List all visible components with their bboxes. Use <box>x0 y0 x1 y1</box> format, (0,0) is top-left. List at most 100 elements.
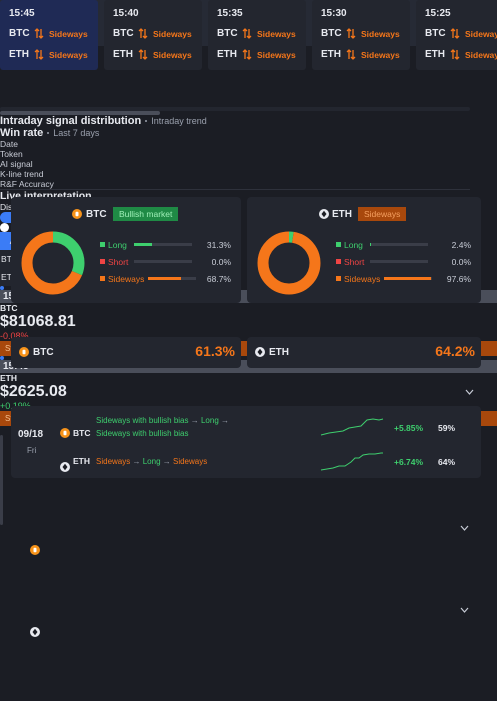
distribution-panel: BTC Bullish market Long 31.3% Short 0.0% Sidew… <box>11 197 241 303</box>
signal-card[interactable]: 15:40 BTC Sideways ETH Sideways <box>104 0 202 70</box>
win-rate-value: 64.2% <box>435 343 475 359</box>
token: BTC <box>73 428 91 438</box>
card-signal: Sideways <box>49 50 88 60</box>
signal-card[interactable]: 15:25BTCSidewaysETHSideways <box>416 0 497 70</box>
arrow <box>346 28 356 39</box>
signal-card[interactable]: 15:30 BTC Sideways ETH Sideways <box>312 0 410 70</box>
arrow <box>138 49 148 60</box>
coin-mark <box>62 463 68 471</box>
column-header: K-line trend <box>0 169 44 179</box>
bar-track <box>134 243 192 246</box>
swap-icon <box>450 28 460 39</box>
swap-icon <box>242 49 252 60</box>
sparkline <box>320 418 384 436</box>
scroll-track <box>0 107 470 111</box>
donut-segment <box>257 231 321 295</box>
column-header: R&F Accuracy <box>0 179 54 189</box>
legend-value: 0.0% <box>451 257 471 267</box>
toggle-knob <box>0 223 9 232</box>
weekday: Fri <box>27 446 37 455</box>
accuracy: 59% <box>438 423 456 433</box>
signal-part: Sideways <box>96 457 131 466</box>
signal-part: → <box>162 457 171 466</box>
donut <box>257 231 321 295</box>
legend-label: Short <box>108 257 129 267</box>
distribution-panel: ETH Sideways Long 2.4% Short 0.0% Sideways 97.6… <box>247 197 481 303</box>
scroll-thumb[interactable] <box>0 111 160 115</box>
token: ETH <box>0 373 17 383</box>
bar-track <box>370 260 428 263</box>
legend-label: Sideways <box>344 274 381 284</box>
section-note: Intraday trend <box>151 116 207 126</box>
signal-part: Sideways with bullish bias <box>96 429 189 438</box>
chevron-path <box>460 525 469 531</box>
bar-fill <box>134 243 153 246</box>
donut <box>21 231 85 295</box>
signal-part: Sideways with bullish bias <box>96 416 189 425</box>
legend-value: 31.3% <box>206 240 231 250</box>
change: +6.74% <box>394 457 424 467</box>
card-signal: Sideways <box>257 50 296 60</box>
signal-part: Long <box>142 457 161 466</box>
column-header: Date <box>0 139 18 149</box>
coin-mark <box>22 349 26 355</box>
card-token: BTC <box>217 28 238 39</box>
accuracy: 64% <box>438 457 456 467</box>
card-signal: Sideways <box>49 29 88 39</box>
swap-icon <box>138 28 148 39</box>
coin-mark <box>257 348 263 356</box>
market-tag: Sideways <box>358 207 407 221</box>
token: BTC <box>0 303 18 313</box>
card-signal: Sideways <box>465 29 497 39</box>
arrow <box>34 28 44 39</box>
card-token: ETH <box>113 49 133 60</box>
chevron-path <box>465 389 474 395</box>
arrow <box>346 49 356 60</box>
bullet <box>0 286 4 290</box>
ai-signal: Sideways with bullish bias → Long → Side… <box>96 414 246 440</box>
signal-card[interactable]: 15:35 BTC Sideways ETH Sideways <box>208 0 306 70</box>
swap-icon <box>242 28 252 39</box>
swap-icon <box>138 49 148 60</box>
arrow <box>242 49 252 60</box>
chevron[interactable] <box>465 389 474 395</box>
section-title: Win rate Last 7 days <box>0 127 100 139</box>
signal-cards: 15:45 BTC Sideways ETH Sideways 15:40 BTC Sidew… <box>0 0 497 107</box>
table-row: 09/18 Fri BTC Sideways with bullish bias →… <box>11 406 481 478</box>
token: BTC <box>33 347 54 358</box>
token: ETH <box>73 456 90 466</box>
win-rate-card: BTC 61.3% <box>11 337 241 368</box>
card-token: BTC <box>9 28 30 39</box>
legend-swatch <box>336 242 341 247</box>
chevron[interactable] <box>460 525 469 531</box>
signal-card[interactable]: 15:45 BTC Sideways ETH Sideways <box>0 0 98 70</box>
section-title: Intraday signal distribution Intraday tre… <box>0 115 207 127</box>
arrow <box>34 49 44 60</box>
price-change: -0.08% <box>0 331 29 341</box>
swap-icon <box>346 28 356 39</box>
card-token: ETH <box>217 49 237 60</box>
legend-value: 2.4% <box>451 240 471 250</box>
card-signal: Sideways <box>361 50 400 60</box>
legend-value: 68.7% <box>206 274 231 284</box>
win-rate-card: ETH 64.2% <box>247 337 481 368</box>
separator <box>145 120 148 123</box>
swap-icon <box>34 49 44 60</box>
card-signal: Sideways <box>361 29 400 39</box>
legend-swatch <box>100 242 105 247</box>
sparkline <box>320 452 383 471</box>
card-signal: Sideways <box>465 50 497 60</box>
eth-icon <box>255 347 265 357</box>
signal-part: Sideways <box>172 457 208 466</box>
legend-swatch <box>100 276 105 281</box>
chevron[interactable] <box>460 607 469 613</box>
chevron-path <box>460 607 469 613</box>
legend-swatch <box>336 276 341 281</box>
page-scrollbar[interactable] <box>0 435 3 525</box>
arrow <box>242 28 252 39</box>
arrow <box>450 49 460 60</box>
swap-icon <box>34 28 44 39</box>
price: $2625.08 <box>0 383 67 400</box>
signal-part: → <box>221 416 229 425</box>
change: +5.85% <box>394 423 424 433</box>
